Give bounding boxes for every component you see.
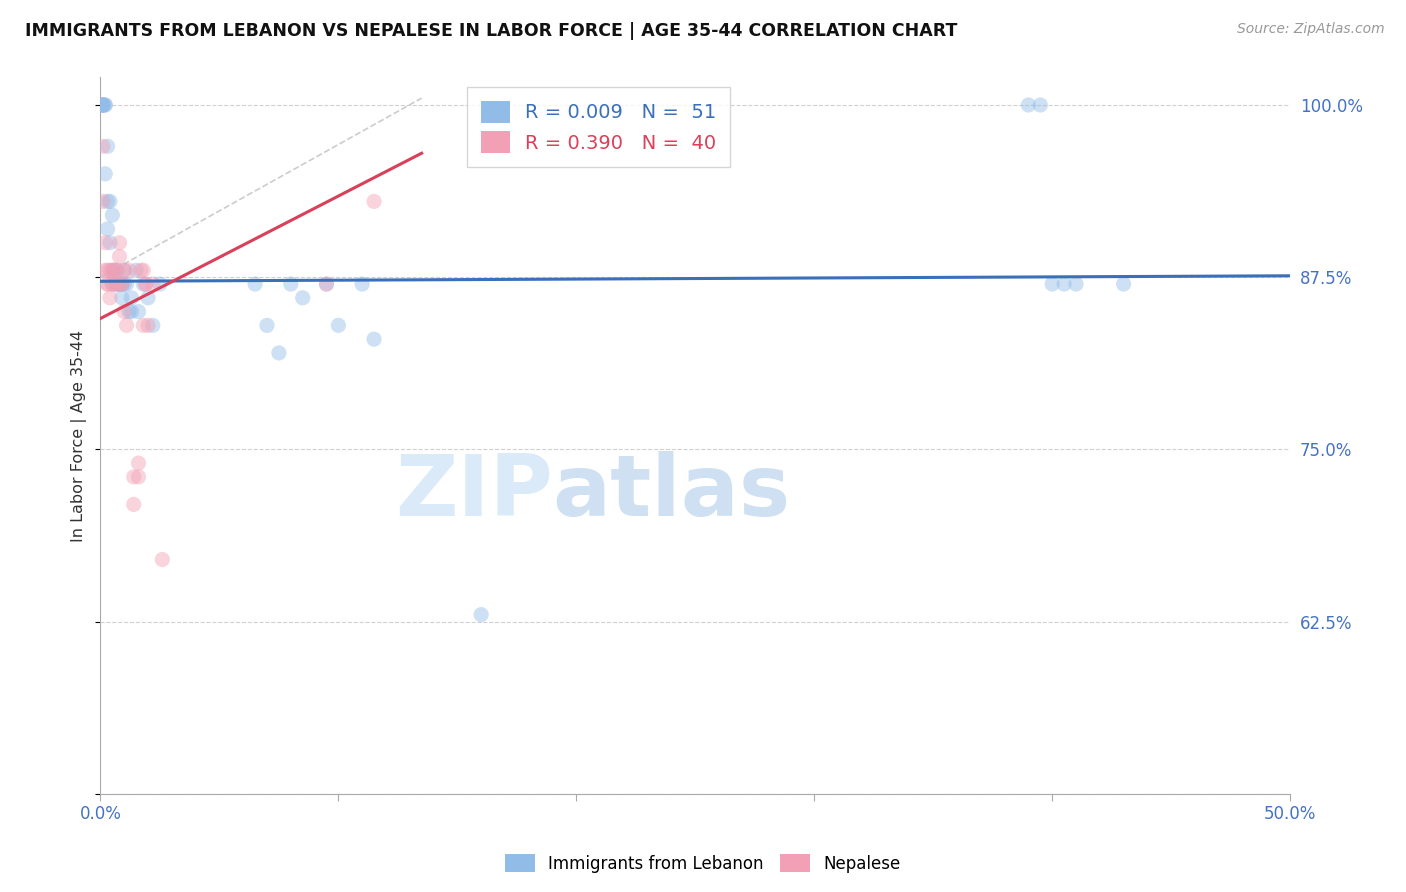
Text: ZIP: ZIP <box>395 451 553 534</box>
Point <box>98 235 121 250</box>
Point <box>1017 98 1039 112</box>
Point <box>120 291 142 305</box>
Point <box>111 277 134 291</box>
Point <box>136 291 159 305</box>
Point <box>142 318 165 333</box>
Point <box>91 98 114 112</box>
Point <box>132 277 155 291</box>
Point <box>98 194 121 209</box>
Point <box>132 318 155 333</box>
Point <box>120 304 142 318</box>
Point <box>125 263 148 277</box>
Y-axis label: In Labor Force | Age 35-44: In Labor Force | Age 35-44 <box>72 329 87 541</box>
Point <box>1040 277 1063 291</box>
Point <box>104 263 127 277</box>
Point <box>352 277 374 291</box>
Point <box>1064 277 1087 291</box>
Point <box>129 263 152 277</box>
Point <box>101 277 124 291</box>
Point <box>97 277 120 291</box>
Point <box>122 470 145 484</box>
Point <box>149 277 172 291</box>
Point <box>122 497 145 511</box>
Point <box>105 277 128 291</box>
Point <box>136 318 159 333</box>
Text: Source: ZipAtlas.com: Source: ZipAtlas.com <box>1237 22 1385 37</box>
Point <box>105 263 128 277</box>
Point <box>1112 277 1135 291</box>
Point <box>98 263 121 277</box>
Point <box>135 277 157 291</box>
Point <box>315 277 337 291</box>
Point <box>111 291 134 305</box>
Legend: R = 0.009   N =  51, R = 0.390   N =  40: R = 0.009 N = 51, R = 0.390 N = 40 <box>467 87 730 167</box>
Point <box>104 277 127 291</box>
Point <box>101 208 124 222</box>
Point <box>98 291 121 305</box>
Text: IMMIGRANTS FROM LEBANON VS NEPALESE IN LABOR FORCE | AGE 35-44 CORRELATION CHART: IMMIGRANTS FROM LEBANON VS NEPALESE IN L… <box>25 22 957 40</box>
Point <box>91 98 114 112</box>
Point <box>105 277 128 291</box>
Point <box>135 277 157 291</box>
Point <box>97 263 120 277</box>
Point <box>108 277 131 291</box>
Point <box>150 552 173 566</box>
Point <box>97 139 120 153</box>
Point <box>108 250 131 264</box>
Point <box>91 139 114 153</box>
Point <box>1029 98 1052 112</box>
Point <box>115 318 138 333</box>
Legend: Immigrants from Lebanon, Nepalese: Immigrants from Lebanon, Nepalese <box>498 847 908 880</box>
Text: atlas: atlas <box>553 451 790 534</box>
Point <box>97 222 120 236</box>
Point <box>128 304 150 318</box>
Point <box>291 291 314 305</box>
Point <box>91 98 114 112</box>
Point <box>108 277 131 291</box>
Point <box>142 277 165 291</box>
Point <box>132 263 155 277</box>
Point <box>328 318 350 333</box>
Point <box>101 277 124 291</box>
Point <box>280 277 302 291</box>
Point <box>111 277 134 291</box>
Point <box>101 263 124 277</box>
Point <box>118 263 141 277</box>
Point <box>115 277 138 291</box>
Point <box>105 263 128 277</box>
Point <box>104 263 127 277</box>
Point <box>128 470 150 484</box>
Point <box>91 98 114 112</box>
Point <box>94 235 117 250</box>
Point <box>118 304 141 318</box>
Point <box>108 235 131 250</box>
Point <box>128 456 150 470</box>
Point <box>1053 277 1076 291</box>
Point <box>267 346 290 360</box>
Point <box>112 304 135 318</box>
Point <box>97 277 120 291</box>
Point <box>91 98 114 112</box>
Point <box>101 263 124 277</box>
Point <box>243 277 266 291</box>
Point <box>94 263 117 277</box>
Point <box>112 263 135 277</box>
Point <box>91 194 114 209</box>
Point <box>112 263 135 277</box>
Point <box>94 167 117 181</box>
Point <box>363 332 385 346</box>
Point <box>470 607 492 622</box>
Point <box>315 277 337 291</box>
Point <box>363 194 385 209</box>
Point <box>111 277 134 291</box>
Point <box>256 318 278 333</box>
Point <box>97 194 120 209</box>
Point <box>105 277 128 291</box>
Point <box>94 98 117 112</box>
Point <box>94 98 117 112</box>
Point <box>112 277 135 291</box>
